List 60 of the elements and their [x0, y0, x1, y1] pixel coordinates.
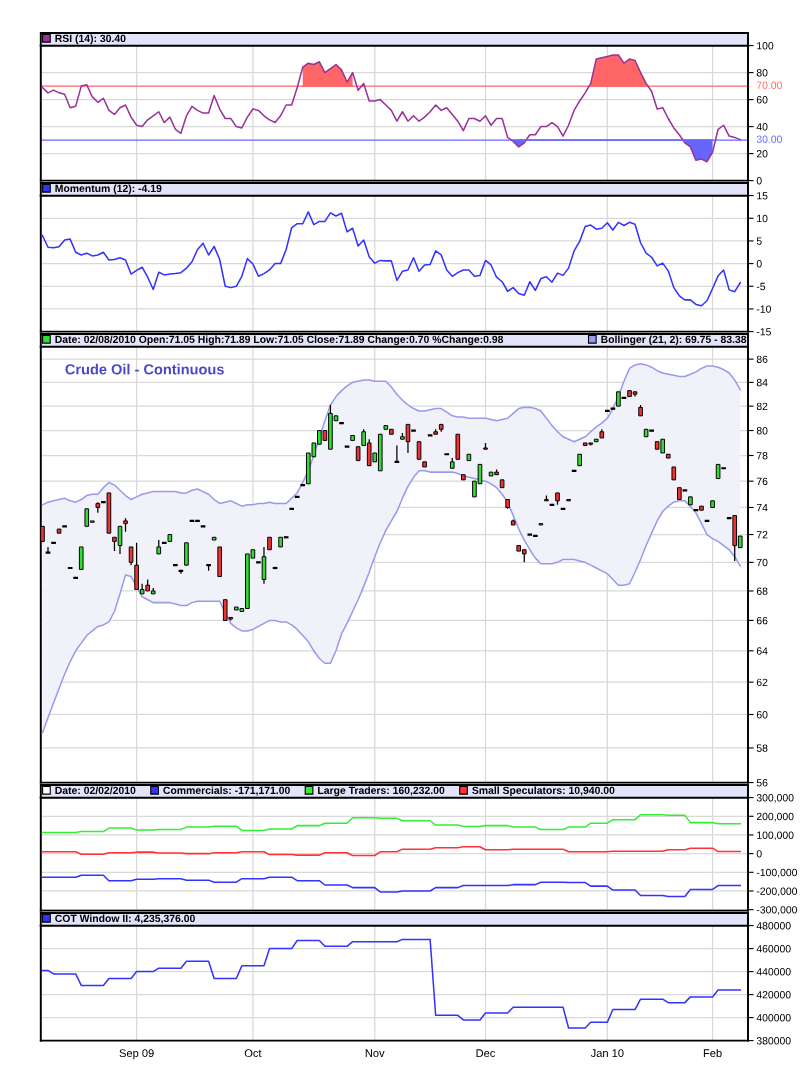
y-tick-label: 380000	[756, 1037, 791, 1045]
ref-line-label: 70.00	[756, 81, 782, 89]
y-tick-label: 420000	[756, 991, 791, 999]
x-tick-label: Sep 09	[119, 1049, 154, 1060]
y-tick-label: 78	[756, 452, 768, 460]
y-tick-label: -200,000	[756, 887, 798, 897]
y-tick-label: 100	[757, 42, 774, 50]
y-tick-label: 56	[756, 779, 768, 787]
y-tick-label: -100,000	[756, 868, 798, 878]
legend-label: RSI (14): 30.40	[55, 34, 126, 45]
y-tick-label: 80	[756, 69, 768, 77]
y-tick-label: 80	[756, 427, 768, 435]
x-tick-label: Nov	[365, 1049, 385, 1058]
y-tick-label: 70	[756, 558, 768, 567]
legend-label: Momentum (12): -4.19	[55, 184, 162, 195]
legend-label: Large Traders: 160,232.00	[318, 786, 445, 797]
x-tick-label: Oct	[244, 1049, 262, 1058]
y-tick-label: 84	[756, 378, 768, 387]
legend-label: Small Speculators: 10,940.00	[472, 786, 615, 797]
legend-label: COT Window II: 4,235,376.00	[55, 914, 195, 924]
y-tick-label: -10	[756, 305, 771, 313]
x-tick-label: Dec	[476, 1049, 496, 1058]
y-tick-label: 74	[756, 504, 768, 512]
legend-label: Date: 02/08/2010 Open:71.05 High:71.89 Low:71.05 Close:71.89 Change:0.70 %Change:0.98	[55, 335, 504, 346]
text: Crude Oil - Continuous	[65, 363, 224, 375]
y-tick-label: 62	[756, 678, 768, 687]
y-tick-label: 72	[756, 531, 768, 539]
y-tick-label: 460000	[756, 945, 791, 953]
y-tick-label: 58	[756, 744, 768, 752]
y-tick-label: 40	[756, 123, 768, 131]
y-tick-label: -300,000	[756, 906, 798, 915]
y-tick-label: 76	[756, 477, 768, 486]
y-tick-label: 0	[756, 850, 762, 858]
legend-label: Commercials: -171,171.00	[163, 786, 290, 796]
y-tick-label: 82	[756, 402, 768, 411]
x-tick-label: Feb	[703, 1048, 722, 1058]
y-tick-label: 5	[756, 237, 762, 245]
y-tick-label: 20	[756, 150, 768, 158]
y-tick-label: 0	[756, 177, 762, 185]
ref-line-label: 30.00	[756, 135, 782, 143]
y-tick-label: 440000	[756, 968, 791, 976]
y-tick-label: 86	[756, 355, 768, 364]
y-tick-label: 68	[756, 587, 768, 595]
y-tick-label: 60	[756, 96, 768, 104]
legend-title: Date: 02/02/2010	[55, 786, 136, 795]
y-tick-label: 15	[757, 192, 768, 200]
y-tick-label: 400000	[756, 1014, 791, 1022]
legend-label: Bollinger (21, 2): 69.75 - 83.38	[601, 335, 747, 346]
y-tick-label: 300,000	[756, 794, 794, 803]
y-tick-label: -5	[756, 282, 766, 291]
y-tick-label: 200,000	[756, 812, 794, 822]
y-tick-label: 10	[757, 214, 768, 223]
y-tick-label: 66	[756, 616, 768, 625]
y-tick-label: 100,000	[757, 831, 794, 841]
y-tick-label: -15	[756, 328, 771, 336]
y-tick-label: 60	[756, 711, 768, 719]
y-tick-label: 64	[756, 647, 768, 655]
y-tick-label: 0	[756, 260, 762, 268]
y-tick-label: 480000	[756, 922, 791, 930]
x-tick-label: Jan 10	[590, 1049, 624, 1058]
